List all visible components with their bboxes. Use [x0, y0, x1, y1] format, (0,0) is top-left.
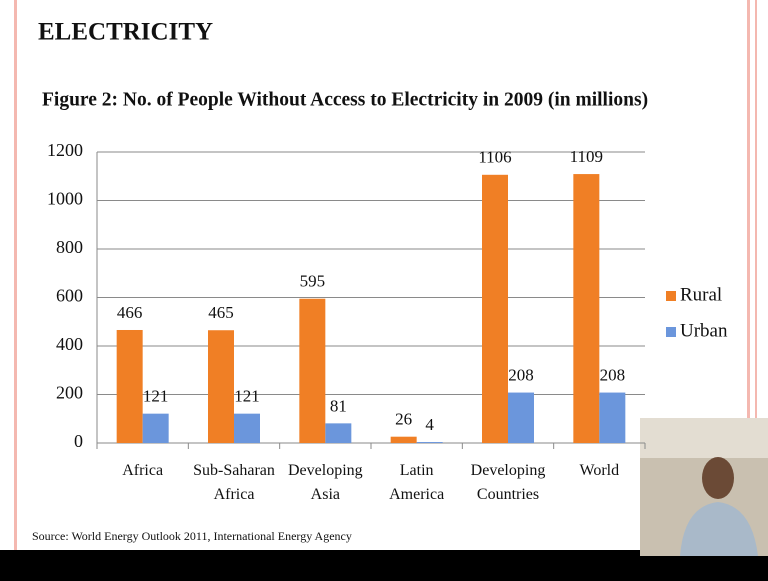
y-tick-label: 1000 — [47, 189, 83, 209]
data-label: 121 — [234, 387, 260, 406]
y-tick-label: 0 — [74, 431, 83, 451]
legend-swatch — [666, 327, 676, 337]
legend-swatch — [666, 291, 676, 301]
data-label: 208 — [508, 365, 534, 384]
x-tick-label: Developing Asia — [288, 462, 363, 503]
y-tick-label: 800 — [56, 237, 83, 257]
bar — [390, 436, 417, 443]
data-label: 121 — [143, 387, 169, 406]
border-left — [14, 0, 17, 550]
webcam-head — [702, 457, 734, 499]
webcam — [640, 418, 768, 556]
data-label: 81 — [330, 396, 347, 415]
legend-label: Rural — [680, 284, 722, 305]
bar — [599, 392, 626, 443]
y-tick-label: 200 — [56, 383, 83, 403]
bar — [573, 174, 600, 443]
bar — [142, 413, 169, 443]
data-label: 595 — [300, 272, 326, 291]
border-right — [747, 0, 750, 550]
y-tick-label: 1200 — [47, 140, 83, 160]
data-label: 465 — [208, 303, 234, 322]
x-tick-label: Developing Countries — [470, 462, 546, 503]
x-tick-label: Sub-Saharan Africa — [193, 462, 275, 503]
data-label: 1106 — [478, 148, 511, 167]
bar — [482, 174, 508, 444]
data-label: 1109 — [570, 147, 603, 166]
data-label: 26 — [395, 410, 412, 429]
chart-title: Figure 2: No. of People Without Access t… — [42, 89, 648, 110]
x-tick-label: World — [579, 462, 620, 479]
x-tick-label: Africa — [122, 462, 164, 479]
bar — [234, 413, 260, 443]
legend-label: Urban — [680, 320, 728, 341]
bar — [208, 330, 234, 443]
bar — [416, 442, 443, 443]
y-tick-label: 600 — [56, 286, 83, 306]
bar — [116, 329, 143, 443]
webcam-wall — [640, 418, 768, 458]
y-tick-label: 400 — [56, 334, 83, 354]
source: Source: World Energy Outlook 2011, Inter… — [32, 529, 352, 543]
bar — [508, 392, 534, 443]
bar — [299, 298, 326, 443]
data-label: 208 — [600, 365, 626, 384]
x-tick-label: Latin America — [389, 462, 445, 503]
data-label: 4 — [425, 415, 434, 434]
border-right-2 — [755, 0, 757, 550]
webcam-body — [680, 502, 758, 556]
slide-title: ELECTRICITY — [38, 19, 213, 46]
data-label: 466 — [117, 303, 143, 322]
bar — [325, 423, 352, 443]
